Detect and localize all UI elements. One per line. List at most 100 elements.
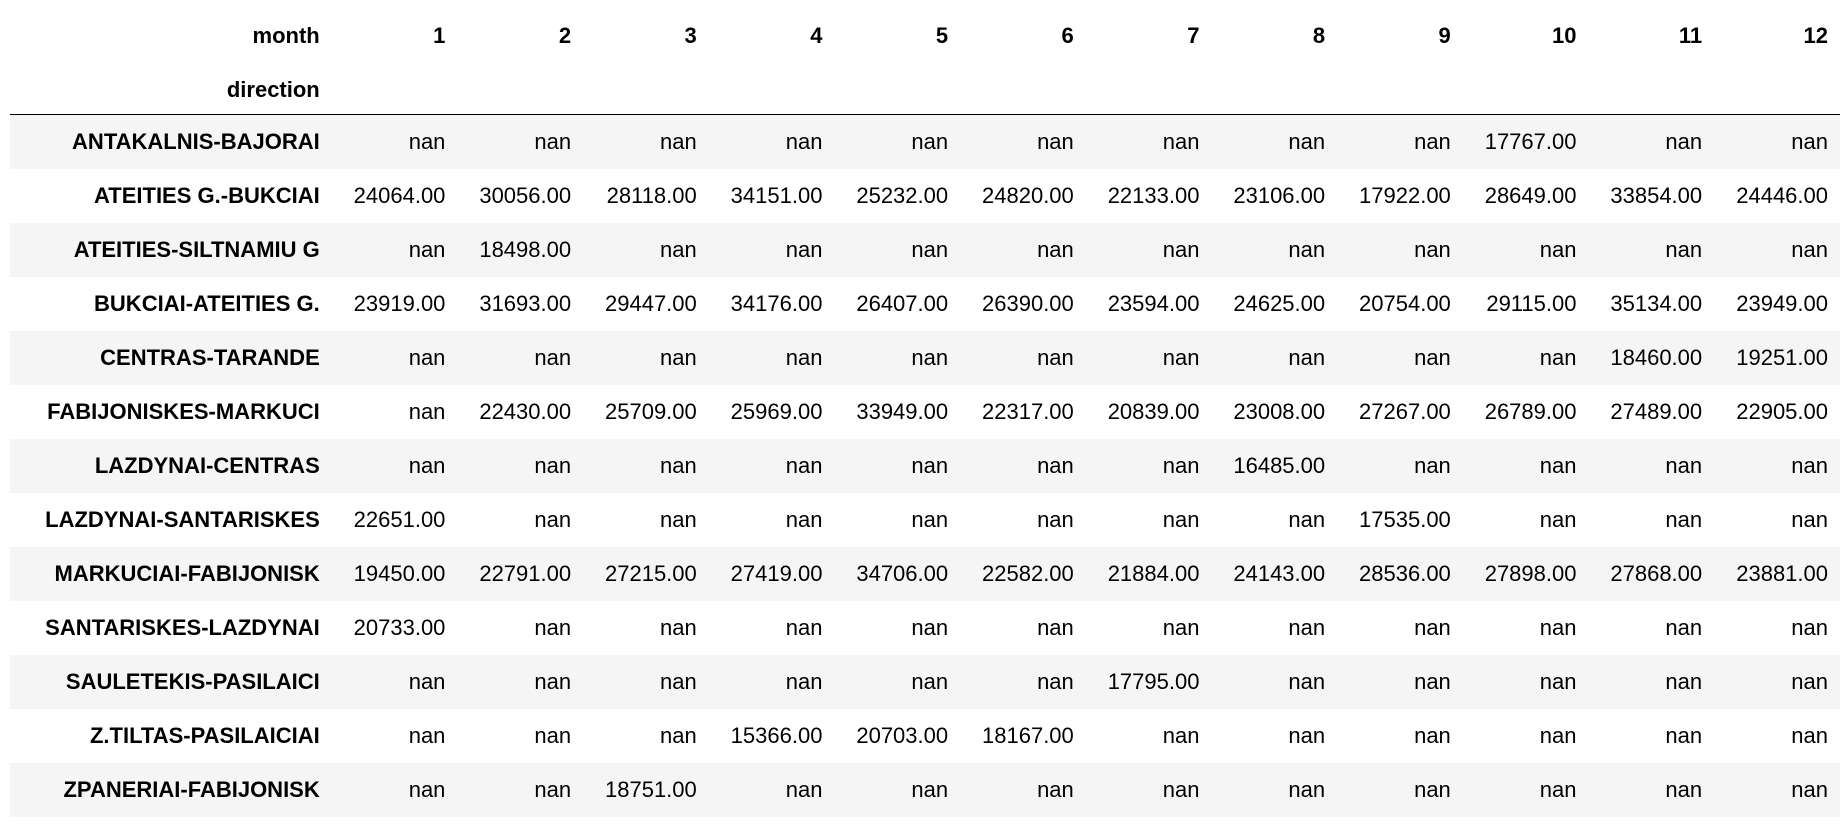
table-cell: nan <box>1791 236 1828 262</box>
table-cell: nan <box>1791 722 1828 748</box>
table-cell: nan <box>1162 452 1200 478</box>
table-row: ANTAKALNIS-BAJORAI nan nan nan nan nan nan nan n… <box>10 114 1840 169</box>
table-row: LAZDYNAI-CENTRAS nan nan nan nan nan nan nan 164… <box>10 438 1840 493</box>
table-row: ZPANERIAI-FABIJONISK nan nan 18751.00 nan nan… <box>10 762 1840 817</box>
table-cell: nan <box>1162 344 1200 370</box>
columns-name-label: month <box>252 23 320 48</box>
table-cell: 34151.00 <box>730 182 823 208</box>
table-cell: 27898.00 <box>1484 560 1577 586</box>
table-cell: nan <box>660 236 697 262</box>
table-row: MARKUCIAI-FABIJONISK 19450.00 22791.00 2721… <box>10 546 1840 601</box>
table-cell: nan <box>1665 668 1703 694</box>
table-cell: 26407.00 <box>856 290 949 316</box>
table-cell: nan <box>911 776 949 802</box>
table-cell: nan <box>1037 344 1074 370</box>
table-cell: nan <box>1414 344 1451 370</box>
table-cell: 27215.00 <box>605 560 697 586</box>
table-cell: nan <box>911 506 949 532</box>
table-cell: nan <box>408 128 446 154</box>
table-cell: 21884.00 <box>1107 560 1200 586</box>
table-cell: nan <box>534 128 572 154</box>
table-cell: 24625.00 <box>1233 290 1326 316</box>
row-index-label: SANTARISKES-LAZDYNAI <box>45 614 320 640</box>
index-header-blank <box>1462 66 1589 115</box>
table-cell: nan <box>408 398 446 424</box>
table-cell: nan <box>911 452 949 478</box>
column-header-month-9: 9 <box>1438 23 1451 48</box>
table-cell: nan <box>534 506 572 532</box>
table-cell: 17535.00 <box>1359 506 1451 532</box>
row-index-label: BUKCIAI-ATEITIES G. <box>94 290 320 316</box>
table-body: ANTAKALNIS-BAJORAI nan nan nan nan nan nan nan n… <box>10 114 1840 817</box>
table-cell: 24446.00 <box>1736 182 1828 208</box>
table-cell: nan <box>660 614 697 640</box>
row-index-label: FABIJONISKES-MARKUCI <box>47 398 320 424</box>
table-cell: 27419.00 <box>730 560 823 586</box>
table-cell: 23008.00 <box>1233 398 1326 424</box>
table-cell: 23949.00 <box>1736 290 1828 316</box>
index-header-blank <box>1337 66 1463 115</box>
table-cell: 28118.00 <box>606 182 697 208</box>
table-cell: 17922.00 <box>1359 182 1451 208</box>
table-cell: nan <box>1791 128 1828 154</box>
table-cell: nan <box>911 344 949 370</box>
row-index-label: ATEITIES G.-BUKCIAI <box>94 182 320 208</box>
index-header-row: direction <box>10 66 1840 115</box>
table-cell: nan <box>1414 452 1451 478</box>
column-header-month-6: 6 <box>1061 23 1074 48</box>
index-name-label: direction <box>10 66 332 115</box>
table-cell: nan <box>534 776 572 802</box>
table-cell: 34176.00 <box>730 290 823 316</box>
table-cell: 18167.00 <box>982 722 1074 748</box>
table-cell: nan <box>911 668 949 694</box>
table-cell: 18460.00 <box>1610 344 1703 370</box>
table-cell: nan <box>1791 668 1828 694</box>
table-cell: 29115.00 <box>1486 290 1577 316</box>
table-cell: nan <box>660 668 697 694</box>
column-header-month-7: 7 <box>1187 23 1200 48</box>
table-cell: nan <box>1539 452 1577 478</box>
table-cell: nan <box>911 128 949 154</box>
row-index-label: LAZDYNAI-SANTARISKES <box>45 506 320 532</box>
table-cell: 25709.00 <box>605 398 697 424</box>
table-cell: nan <box>1037 452 1074 478</box>
table-cell: 33949.00 <box>856 398 949 424</box>
table-row: SANTARISKES-LAZDYNAI 20733.00 nan nan nan nan… <box>10 601 1840 655</box>
table-header: month 1 2 3 4 5 6 7 8 9 10 11 12 direction <box>10 6 1840 115</box>
table-cell: nan <box>1037 236 1074 262</box>
table-cell: nan <box>1539 236 1577 262</box>
table-cell: nan <box>1665 452 1703 478</box>
column-header-month-11: 11 <box>1678 23 1703 48</box>
table-cell: nan <box>1414 776 1451 802</box>
table-cell: nan <box>1162 236 1200 262</box>
table-cell: nan <box>534 614 572 640</box>
table-cell: nan <box>911 614 949 640</box>
table-cell: nan <box>1414 722 1451 748</box>
index-header-blank <box>708 66 835 115</box>
table-cell: nan <box>1665 236 1703 262</box>
row-index-label: LAZDYNAI-CENTRAS <box>94 452 320 478</box>
table-cell: nan <box>1162 614 1200 640</box>
table-cell: nan <box>1791 614 1828 640</box>
table-cell: nan <box>534 344 572 370</box>
row-index-label: ZPANERIAI-FABIJONISK <box>63 776 320 802</box>
table-cell: 17795.00 <box>1107 668 1200 694</box>
index-header-blank <box>1714 66 1840 115</box>
table-cell: nan <box>660 128 697 154</box>
table-cell: nan <box>1539 722 1577 748</box>
table-cell: 23106.00 <box>1233 182 1326 208</box>
table-cell: nan <box>1037 506 1074 532</box>
table-cell: nan <box>660 344 697 370</box>
row-index-label: CENTRAS-TARANDE <box>100 344 320 370</box>
column-header-month-4: 4 <box>810 23 823 48</box>
table-cell: nan <box>1791 452 1828 478</box>
table-cell: 34706.00 <box>856 560 949 586</box>
table-cell: nan <box>534 452 572 478</box>
table-cell: nan <box>1162 128 1200 154</box>
table-cell: 17767.00 <box>1484 128 1577 154</box>
column-header-month-10: 10 <box>1551 23 1577 48</box>
table-cell: nan <box>785 128 823 154</box>
index-header-blank <box>1588 66 1715 115</box>
table-cell: nan <box>1288 128 1326 154</box>
table-cell: 23919.00 <box>353 290 446 316</box>
